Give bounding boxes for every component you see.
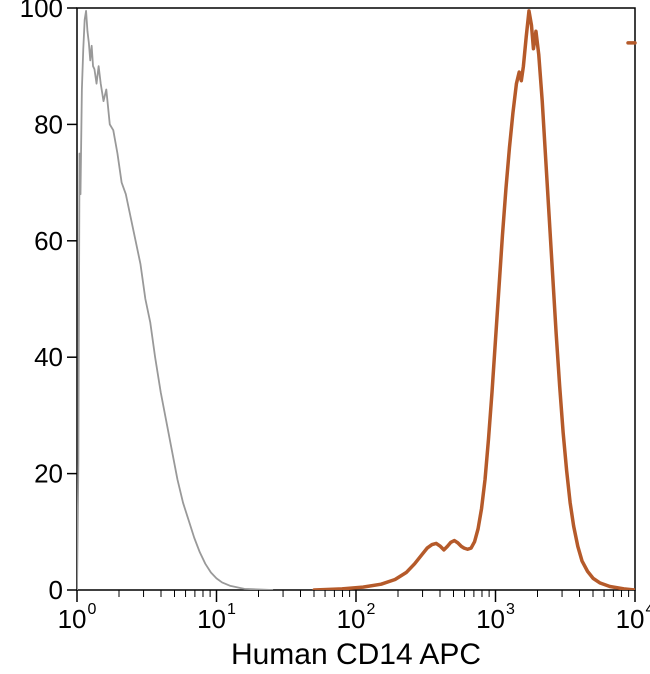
y-tick-label: 80: [34, 109, 63, 139]
x-tick-label: 103: [476, 601, 515, 634]
series-control: [77, 11, 272, 590]
chart-svg: 0 20 40 60 80 100 100 101 102 103 104 Human CD14 AP…: [0, 0, 650, 674]
x-axis-label: Human CD14 APC: [231, 638, 481, 671]
y-tick-label: 40: [34, 342, 63, 372]
series-stained: [314, 11, 635, 590]
x-tick-label: 100: [58, 601, 97, 634]
y-tick-label: 20: [34, 459, 63, 489]
y-tick-label: 100: [20, 0, 63, 23]
x-tick-label: 104: [616, 601, 650, 634]
y-tick-label: 60: [34, 226, 63, 256]
x-tick-label: 101: [197, 601, 236, 634]
flow-cytometry-histogram: 0 20 40 60 80 100 100 101 102 103 104 Human CD14 AP…: [0, 0, 650, 674]
y-tick-label: 0: [49, 575, 63, 605]
x-tick-label: 102: [337, 601, 376, 634]
